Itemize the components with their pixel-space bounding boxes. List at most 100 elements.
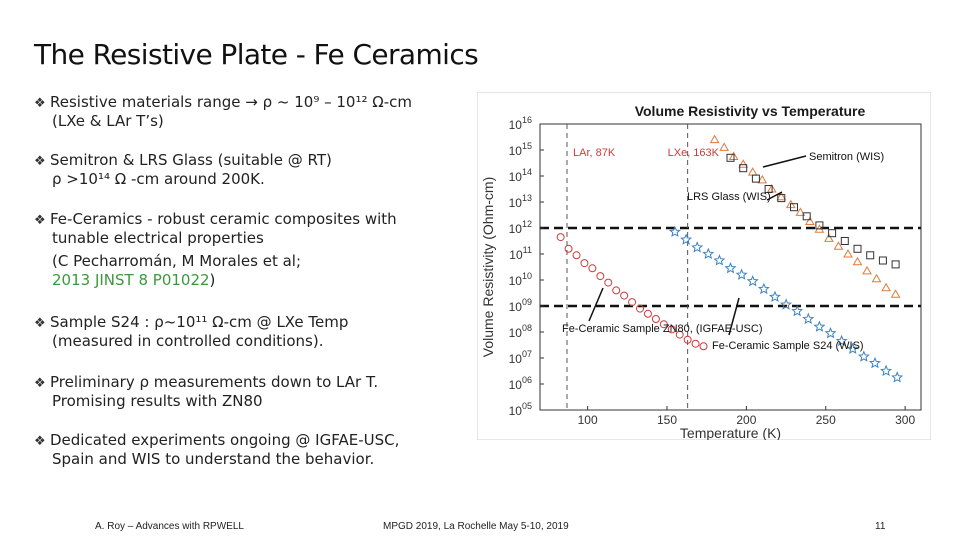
bullet-4-line-1: Sample S24 : ρ~10¹¹ Ω-cm @ LXe Temp xyxy=(50,313,349,331)
s24-point xyxy=(724,261,737,274)
s24-label: Fe-Ceramic Sample S24 (WIS) xyxy=(712,340,864,352)
bullet-1-line-2: (LXe & LAr T’s) xyxy=(52,112,164,130)
s24-point xyxy=(780,298,793,310)
bullet-marker-icon: ❖ xyxy=(34,96,46,111)
zn80-point xyxy=(699,342,708,351)
y-tick-label: 1005 xyxy=(509,401,532,418)
semitron-point xyxy=(805,216,815,225)
lrs-glass-annotation: LRS Glass (WIS) xyxy=(687,191,783,203)
data-series xyxy=(556,134,904,383)
bullet-5: ❖ Preliminary ρ measurements down to LAr … xyxy=(34,373,378,393)
y-tick-label: 1011 xyxy=(509,245,532,262)
bullet-2-line-1: Semitron & LRS Glass (suitable @ RT) xyxy=(50,151,332,169)
footer-page-number: 11 xyxy=(875,521,886,532)
bullet-5-line-2: Promising results with ZN80 xyxy=(52,392,263,410)
bullet-marker-icon: ❖ xyxy=(34,154,46,169)
y-tick-label: 1007 xyxy=(509,349,532,366)
bullet-6-line-1: Dedicated experiments ongoing @ IGFAE-US… xyxy=(50,431,400,449)
s24-point xyxy=(757,282,770,295)
semitron-point xyxy=(871,273,882,283)
y-tick-label: 1009 xyxy=(509,297,532,314)
bullet-marker-icon: ❖ xyxy=(34,213,46,228)
s24-point xyxy=(835,334,848,347)
semitron-point xyxy=(890,289,901,298)
semitron-arrow xyxy=(762,155,807,168)
y-tick-label: 1015 xyxy=(509,141,532,158)
zn80-point xyxy=(612,286,621,295)
s24-point xyxy=(791,304,804,317)
s24-point xyxy=(891,371,904,383)
s24-annotation: Fe-Ceramic Sample S24 (WIS) xyxy=(712,297,864,352)
semitron-label: Semitron (WIS) xyxy=(809,151,884,163)
s24-point xyxy=(802,312,815,325)
s24-point xyxy=(846,342,859,354)
zn80-point xyxy=(659,320,668,329)
x-tick-label: 200 xyxy=(736,413,756,427)
y-tick-label: 1006 xyxy=(509,375,532,392)
zn80-point xyxy=(564,244,573,253)
lxe-line-label: LXe, 163K xyxy=(668,147,720,159)
zn80-annotation: Fe-Ceramic Sample ZN80, (IGFAE-USC) xyxy=(562,287,762,335)
chart-title: Volume Resistivity vs Temperature xyxy=(635,103,866,119)
bullet-1: ❖ Resistive materials range → ρ ~ 10⁹ – 1… xyxy=(34,93,412,113)
zn80-point xyxy=(580,259,589,268)
bullet-6-line-2: Spain and WIS to understand the behavior… xyxy=(52,450,375,468)
s24-point xyxy=(813,320,826,332)
bullet-3-line-3: (C Pecharromán, M Morales et al; xyxy=(52,252,302,270)
x-tick-label: 150 xyxy=(657,413,677,427)
zn80-point xyxy=(556,233,565,242)
lrs-glass-arrow xyxy=(766,191,783,201)
bullet-4: ❖ Sample S24 : ρ~10¹¹ Ω-cm @ LXe Temp xyxy=(34,313,348,333)
y-axis-label: Volume Resistivity (Ohm-cm) xyxy=(480,177,496,357)
y-tick-label: 1010 xyxy=(509,271,532,288)
semitron-point xyxy=(852,256,863,266)
chart-svg: Volume Resistivity vs Temperature 100 150… xyxy=(476,91,932,441)
s24-point xyxy=(857,350,870,362)
lrs-glass-point xyxy=(777,194,786,203)
zn80-point xyxy=(604,278,613,287)
bullet-4-line-2: (measured in controlled conditions). xyxy=(52,332,324,350)
y-tick-label: 1014 xyxy=(509,167,532,184)
bullet-5-line-1: Preliminary ρ measurements down to LAr T… xyxy=(50,373,379,391)
x-tick-label: 250 xyxy=(816,413,836,427)
lrs-glass-point xyxy=(751,174,760,183)
zn80-point xyxy=(588,264,597,273)
bullet-6: ❖ Dedicated experiments ongoing @ IGFAE-U… xyxy=(34,431,399,451)
semitron-point xyxy=(833,241,844,250)
lrs-glass-point xyxy=(739,164,748,173)
lrs-glass-point xyxy=(802,212,811,221)
zn80-point xyxy=(572,251,581,260)
lrs-glass-point xyxy=(840,237,849,245)
bullet-marker-icon: ❖ xyxy=(34,376,46,391)
zn80-point xyxy=(683,335,692,344)
bullet-marker-icon: ❖ xyxy=(34,316,46,331)
lar-line-label: LAr, 87K xyxy=(573,147,616,159)
zn80-point xyxy=(651,315,660,323)
reference-link[interactable]: 2013 JINST 8 P01022 xyxy=(52,271,210,289)
semitron-point xyxy=(709,134,720,144)
s24-point xyxy=(713,254,726,266)
footer-conference: MPGD 2019, La Rochelle May 5-10, 2019 xyxy=(383,521,569,532)
s24-point xyxy=(824,326,837,339)
footer-author: A. Roy – Advances with RPWELL xyxy=(95,521,244,532)
slide-title: The Resistive Plate - Fe Ceramics xyxy=(34,38,479,71)
s24-point xyxy=(746,274,759,287)
zn80-arrow xyxy=(588,287,604,322)
lrs-glass-label: LRS Glass (WIS) xyxy=(687,191,771,203)
plot-area xyxy=(539,123,922,411)
bullet-2: ❖ Semitron & LRS Glass (suitable @ RT) xyxy=(34,151,332,171)
reference-lines xyxy=(540,124,921,410)
s24-point xyxy=(680,233,693,245)
s24-point xyxy=(668,225,681,237)
bullet-marker-icon: ❖ xyxy=(34,434,46,449)
zn80-point xyxy=(636,304,645,313)
lrs-glass-point xyxy=(828,229,837,238)
semitron-point xyxy=(738,159,749,168)
s24-point xyxy=(735,268,748,280)
y-tick-label: 1008 xyxy=(509,323,532,340)
x-tick-label: 300 xyxy=(895,413,915,427)
resistivity-chart: Volume Resistivity vs Temperature 100 150… xyxy=(476,91,932,441)
lrs-glass-point xyxy=(866,251,875,260)
y-axis-ticks: 1005 1006 1007 1008 1009 1010 1011 1012 1013 1014… xyxy=(509,115,544,418)
bullet-3-line-2: tunable electrical properties xyxy=(52,229,264,247)
